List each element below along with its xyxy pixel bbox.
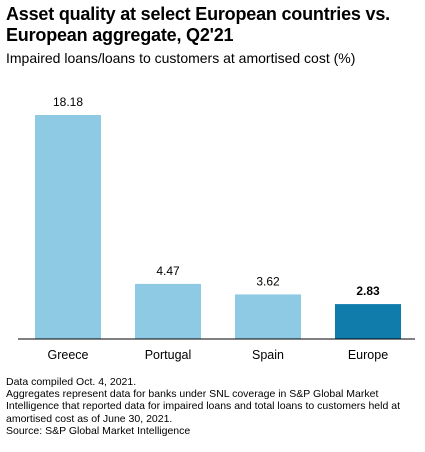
chart-footer: Data compiled Oct. 4, 2021. Aggregates r…	[6, 376, 420, 437]
bar-europe	[335, 304, 401, 339]
value-label-europe: 2.83	[356, 284, 380, 298]
footer-source: Source: S&P Global Market Intelligence	[6, 424, 191, 437]
value-label-greece: 18.18	[53, 95, 83, 109]
value-label-portugal: 4.47	[156, 264, 180, 278]
footer-date-note: Data compiled Oct. 4, 2021.	[6, 376, 137, 388]
bar-portugal	[135, 283, 201, 339]
bar-spain	[235, 294, 301, 339]
bar-greece	[35, 115, 101, 339]
chart-subtitle: Impaired loans/loans to customers at amo…	[6, 50, 356, 66]
chart-title: Asset quality at select European countri…	[6, 4, 390, 45]
labels-layer: 18.18 Greece 4.47 Portugal 3.62 Spain 2.83 Euro…	[48, 95, 389, 362]
category-label-portugal: Portugal	[145, 348, 192, 362]
footer-aggregate-note: Aggregates represent data for banks unde…	[6, 388, 400, 425]
category-label-spain: Spain	[252, 348, 284, 362]
category-label-greece: Greece	[48, 348, 89, 362]
value-label-spain: 3.62	[256, 274, 280, 288]
bars-layer	[35, 115, 401, 339]
category-label-europe: Europe	[348, 348, 388, 362]
